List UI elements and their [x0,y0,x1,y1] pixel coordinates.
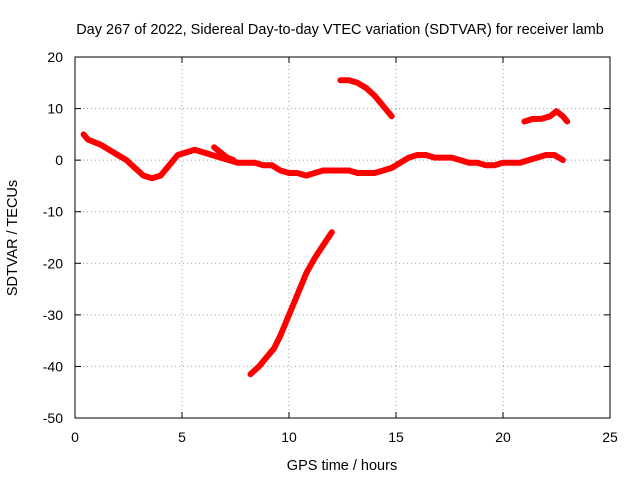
y-tick-label: -10 [43,204,63,220]
y-tick-label: 0 [55,152,63,168]
y-tick-label: -20 [43,255,63,271]
y-tick-label: 10 [47,101,63,117]
axis-ticks [74,56,611,419]
x-tick-label: 10 [281,429,297,445]
x-tick-label: 0 [71,429,79,445]
series-main-band [80,131,566,182]
y-tick-label: -30 [43,307,63,323]
chart-title: Day 267 of 2022, Sidereal Day-to-day VTE… [76,22,604,38]
y-tick-label: 20 [47,49,63,65]
series-late-arc-21h [521,108,571,125]
x-axis-title: GPS time / hours [287,458,397,474]
x-tick-label: 25 [602,429,618,445]
x-tick-label: 20 [495,429,511,445]
x-tick-label: 15 [388,429,404,445]
gridlines [75,57,610,418]
series-descending-arc-7h [211,144,237,164]
plot-frame [74,56,611,419]
y-tick-label: -40 [43,358,63,374]
y-axis-title: SDTVAR / TECUs [5,180,21,296]
y-tick-label: -50 [43,410,63,426]
tick-labels: 0 5 10 15 20 25 20 10 0 -10 -20 -30 -40 -50 [43,49,618,445]
series-steep-rise [247,229,335,378]
series-high-arc-13h [337,77,395,120]
series-group [80,77,571,378]
x-tick-label: 5 [178,429,186,445]
